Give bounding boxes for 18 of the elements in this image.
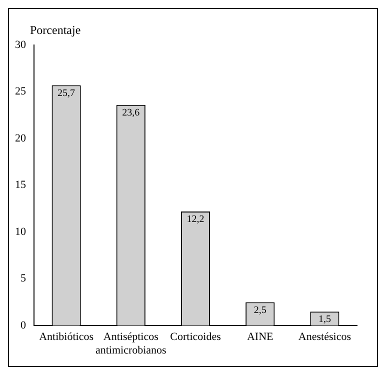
y-axis-title: Porcentaje — [30, 23, 81, 38]
y-tick-label: 10 — [15, 226, 26, 238]
x-tick-label: Antisépticos antimicrobianos — [95, 331, 166, 356]
x-tick-label: AINE — [246, 331, 274, 344]
y-tick-label: 15 — [15, 179, 26, 192]
x-tick-label: Anestésicos — [298, 331, 351, 344]
y-tick-label: 30 — [15, 38, 26, 51]
data-label: 2,5 — [254, 304, 266, 316]
data-label: 1,5 — [318, 314, 331, 326]
data-label: 25,7 — [58, 88, 76, 99]
data-label: 12,2 — [186, 214, 204, 226]
y-tick-label: 0 — [20, 319, 26, 332]
y-tick-label: 5 — [20, 272, 26, 285]
data-label: 23,6 — [122, 107, 140, 118]
y-tick-label: 20 — [15, 132, 26, 144]
x-tick-label: Antibióticos — [39, 331, 94, 344]
y-tick-label: 25 — [15, 86, 26, 98]
x-tick-label: Corticoides — [170, 331, 221, 344]
